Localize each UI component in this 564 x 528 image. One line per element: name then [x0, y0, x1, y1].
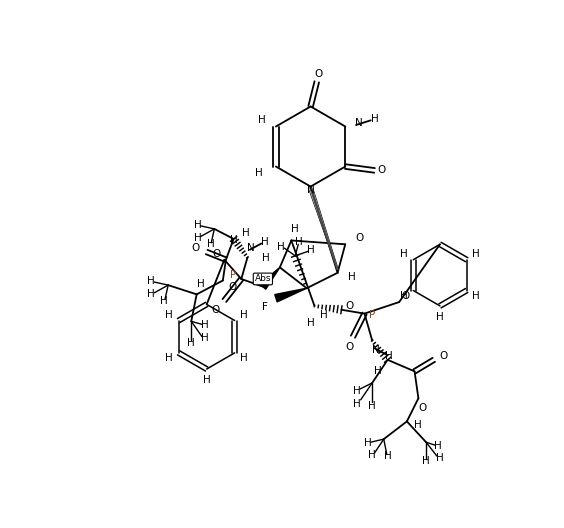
Text: H: H	[436, 312, 444, 322]
Text: H: H	[292, 224, 299, 234]
Text: H: H	[242, 228, 250, 238]
Text: N: N	[372, 345, 380, 355]
Text: H: H	[374, 366, 382, 376]
Text: H: H	[320, 310, 328, 320]
Text: Abs: Abs	[254, 275, 271, 284]
Text: O: O	[439, 351, 447, 361]
Text: H: H	[187, 338, 195, 348]
Text: O: O	[213, 249, 221, 259]
Text: H: H	[368, 401, 376, 411]
Text: H: H	[307, 244, 315, 254]
Text: O: O	[345, 301, 353, 311]
Text: F: F	[262, 303, 268, 313]
Text: N: N	[307, 185, 315, 195]
Text: H: H	[240, 310, 248, 320]
Text: P: P	[369, 310, 375, 320]
Text: H: H	[472, 291, 480, 301]
Text: H: H	[160, 296, 168, 306]
Text: H: H	[193, 220, 201, 230]
Text: H: H	[147, 276, 155, 286]
Text: H: H	[347, 271, 355, 281]
Text: H: H	[385, 351, 393, 361]
Text: N: N	[248, 243, 255, 253]
Text: H: H	[201, 320, 209, 330]
Text: H: H	[147, 289, 155, 299]
Text: O: O	[377, 165, 386, 175]
Text: H: H	[400, 291, 408, 301]
Text: H: H	[277, 242, 285, 252]
Text: H: H	[364, 438, 372, 448]
Text: H: H	[261, 237, 268, 247]
Text: H: H	[436, 452, 444, 463]
Text: P: P	[231, 270, 237, 280]
Text: O: O	[401, 291, 409, 301]
Polygon shape	[275, 288, 307, 302]
Text: H: H	[203, 375, 210, 385]
Text: O: O	[418, 402, 426, 412]
Text: H: H	[307, 318, 315, 328]
Text: H: H	[258, 115, 266, 125]
Text: H: H	[472, 249, 480, 259]
Text: H: H	[371, 114, 378, 124]
Text: H: H	[295, 237, 303, 247]
Text: O: O	[355, 233, 363, 243]
Text: H: H	[193, 233, 201, 243]
Text: H: H	[197, 279, 204, 289]
Text: O: O	[314, 69, 323, 79]
Text: H: H	[400, 249, 408, 259]
Text: H: H	[165, 310, 173, 320]
Text: H: H	[353, 385, 361, 395]
Text: H: H	[240, 353, 248, 363]
Text: H: H	[201, 333, 209, 343]
Text: H: H	[368, 449, 376, 459]
Text: H: H	[414, 420, 421, 430]
Text: H: H	[262, 253, 270, 263]
Text: H: H	[230, 235, 237, 246]
Text: H: H	[255, 168, 263, 178]
Text: H: H	[353, 400, 361, 410]
Text: O: O	[211, 305, 219, 315]
Text: H: H	[206, 239, 214, 249]
Text: N: N	[355, 118, 363, 128]
Text: O: O	[192, 243, 200, 253]
Text: O: O	[228, 281, 236, 291]
Text: H: H	[165, 353, 173, 363]
Text: H: H	[422, 456, 430, 466]
Text: H: H	[384, 451, 391, 461]
Polygon shape	[260, 267, 280, 289]
Text: H: H	[434, 441, 442, 451]
Text: O: O	[345, 343, 353, 353]
